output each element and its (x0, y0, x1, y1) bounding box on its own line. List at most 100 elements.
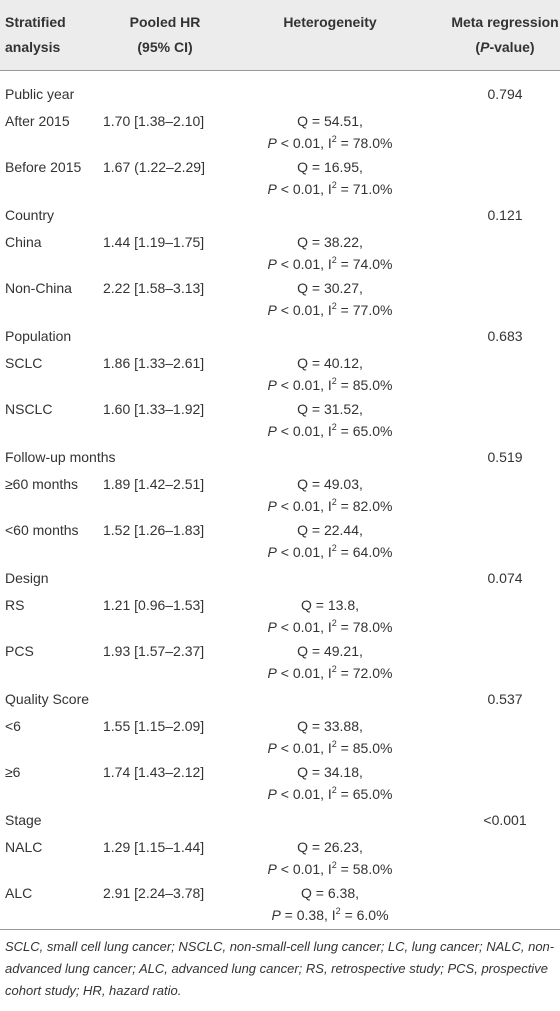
heterogeneity: Q = 22.44, (297, 522, 363, 538)
text-segment: P (267, 302, 277, 318)
text-segment: = 58.0% (336, 861, 393, 877)
heterogeneity: P < 0.01, I2 = 85.0% (268, 376, 393, 394)
group-label: Stage (5, 812, 42, 828)
text-segment: P (267, 740, 277, 756)
row-label: NALC (5, 839, 43, 855)
heterogeneity: Q = 13.8, (301, 597, 359, 613)
pooled-hr: 1.55 [1.15–2.09] (103, 718, 205, 734)
header-cell: (95% CI) (137, 39, 193, 55)
group-label: Quality Score (5, 691, 90, 707)
heterogeneity: P < 0.01, I2 = 64.0% (268, 543, 393, 561)
text-segment: < 0.01, I (276, 740, 332, 756)
heterogeneity: P < 0.01, I2 = 71.0% (268, 180, 393, 198)
row-label: <60 months (5, 522, 79, 538)
text-segment: = 78.0% (336, 619, 393, 635)
pooled-hr: 1.44 [1.19–1.75] (103, 234, 205, 250)
group-label: Country (5, 207, 55, 223)
row-label: ≥60 months (5, 476, 79, 492)
text-segment: P (267, 377, 277, 393)
pooled-hr: 1.52 [1.26–1.83] (103, 522, 205, 538)
row-label: Non-China (5, 280, 72, 296)
heterogeneity: P < 0.01, I2 = 74.0% (268, 255, 393, 273)
heterogeneity: P < 0.01, I2 = 85.0% (268, 739, 393, 757)
row-label: China (5, 234, 42, 250)
row-label: ≥6 (5, 764, 21, 780)
header-cell: analysis (5, 39, 61, 55)
text-segment: < 0.01, I (276, 786, 332, 802)
text-segment: 2 (331, 376, 337, 386)
text-segment: = 0.38, I (280, 907, 336, 923)
heterogeneity: Q = 16.95, (297, 159, 363, 175)
text-segment: < 0.01, I (276, 498, 332, 514)
pooled-hr: 1.67 (1.22–2.29] (103, 159, 205, 175)
text-segment: 2 (331, 664, 337, 674)
heterogeneity: Q = 38.22, (297, 234, 363, 250)
heterogeneity: Q = 33.88, (297, 718, 363, 734)
pooled-hr: 1.70 [1.38–2.10] (103, 113, 205, 129)
header-cell: (P-value) (475, 38, 534, 56)
pooled-hr: 1.60 [1.33–1.92] (103, 401, 205, 417)
row-label: SCLC (5, 355, 43, 371)
meta-p-value: 0.121 (487, 207, 523, 223)
text-segment: < 0.01, I (276, 181, 332, 197)
row-label: Before 2015 (5, 159, 82, 175)
pooled-hr: 1.93 [1.57–2.37] (103, 643, 205, 659)
pooled-hr: 1.86 [1.33–2.61] (103, 355, 205, 371)
heterogeneity: P < 0.01, I2 = 58.0% (268, 860, 393, 878)
header-rule (0, 70, 560, 71)
pooled-hr: 1.74 [1.43–2.12] (103, 764, 205, 780)
text-segment: < 0.01, I (276, 377, 332, 393)
text-segment: P (267, 256, 277, 272)
text-segment: < 0.01, I (276, 256, 332, 272)
text-segment: 2 (331, 422, 337, 432)
text-segment: = 82.0% (336, 498, 393, 514)
text-segment: 2 (331, 301, 337, 311)
text-segment: -value) (489, 39, 535, 55)
heterogeneity: Q = 34.18, (297, 764, 363, 780)
text-segment: < 0.01, I (276, 619, 332, 635)
text-segment: P (267, 619, 277, 635)
text-segment: P (267, 665, 277, 681)
text-segment: = 64.0% (336, 544, 393, 560)
pooled-hr: 1.89 [1.42–2.51] (103, 476, 205, 492)
text-segment: P (267, 498, 277, 514)
text-segment: < 0.01, I (276, 302, 332, 318)
text-segment: 2 (331, 543, 337, 553)
pooled-hr: 2.91 [2.24–3.78] (103, 885, 205, 901)
header-cell: Pooled HR (129, 14, 201, 30)
text-segment: 2 (331, 860, 337, 870)
heterogeneity: P < 0.01, I2 = 77.0% (268, 301, 393, 319)
meta-p-value: 0.794 (487, 86, 523, 102)
pooled-hr: 2.22 [1.58–3.13] (103, 280, 205, 296)
row-label: PCS (5, 643, 34, 659)
text-segment: P (267, 135, 277, 151)
text-segment: < 0.01, I (276, 423, 332, 439)
group-label: Design (5, 570, 49, 586)
text-segment: P (267, 181, 277, 197)
text-segment: < 0.01, I (276, 135, 332, 151)
header-cell: Meta regression (451, 14, 559, 30)
text-segment: P (480, 39, 490, 55)
heterogeneity: Q = 30.27, (297, 280, 363, 296)
text-segment: < 0.01, I (276, 544, 332, 560)
meta-p-value: 0.537 (487, 691, 523, 707)
group-label: Public year (5, 86, 75, 102)
meta-p-value: 0.519 (487, 449, 523, 465)
row-label: After 2015 (5, 113, 70, 129)
text-segment: 2 (331, 739, 337, 749)
text-segment: 2 (331, 180, 337, 190)
text-segment: 2 (331, 134, 337, 144)
text-segment: = 65.0% (336, 423, 393, 439)
text-segment: = 85.0% (336, 740, 393, 756)
heterogeneity: Q = 54.51, (297, 113, 363, 129)
heterogeneity: Q = 49.21, (297, 643, 363, 659)
heterogeneity: Q = 6.38, (301, 885, 359, 901)
heterogeneity: Q = 26.23, (297, 839, 363, 855)
text-segment: = 85.0% (336, 377, 393, 393)
text-segment: 2 (331, 255, 337, 265)
text-segment: 2 (331, 785, 337, 795)
meta-p-value: 0.683 (487, 328, 523, 344)
heterogeneity: P = 0.38, I2 = 6.0% (271, 906, 388, 924)
group-label: Follow-up months (5, 449, 116, 465)
